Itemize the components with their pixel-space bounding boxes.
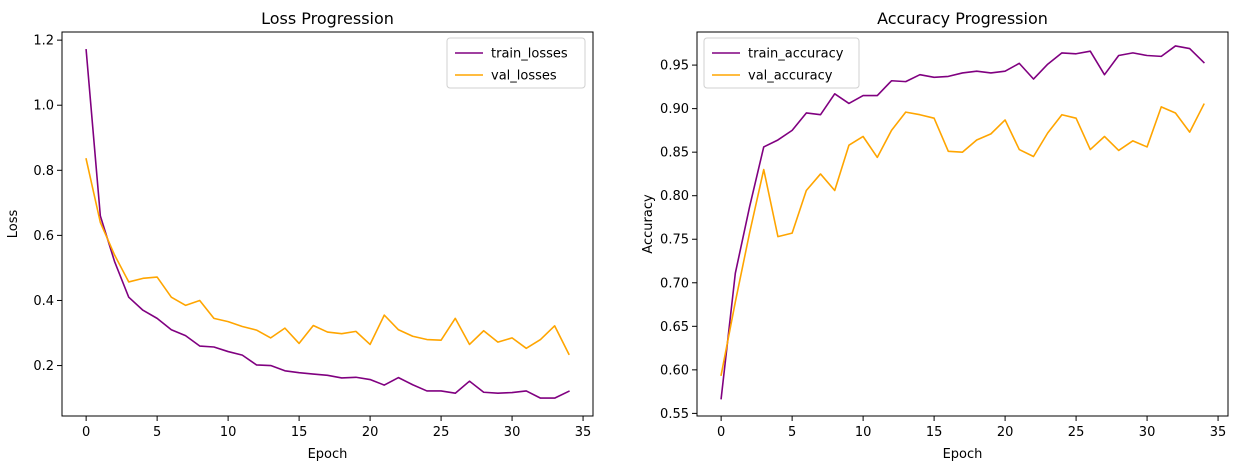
chart1-legend-label: val_accuracy	[748, 69, 833, 84]
chart1-series-line-val-accuracy	[720, 103, 1205, 377]
chart1-x-axis-label: Epoch	[943, 447, 983, 462]
chart0-title: Loss Progression	[261, 9, 394, 28]
chart1-plot-frame	[696, 31, 1229, 417]
chart1-y-tick-label: 0.95	[660, 59, 689, 74]
chart1-y-tick-label: 0.65	[660, 320, 689, 335]
chart1-x-tick-label: 30	[1139, 425, 1156, 440]
chart0-x-tick-label: 25	[433, 425, 450, 440]
chart1-y-axis-label: Accuracy	[641, 194, 656, 254]
chart0-x-tick-label: 0	[82, 425, 90, 440]
chart1-y-tick-label: 0.75	[660, 233, 689, 248]
chart1-x-tick-label: 15	[926, 425, 943, 440]
chart0-x-axis-label: Epoch	[308, 447, 348, 462]
chart1-legend-box	[703, 37, 860, 89]
loss-chart: Loss Progression Epoch Loss 0 5 10 15 20 25 30 35 0…	[6, 9, 594, 462]
chart1-title: Accuracy Progression	[877, 9, 1048, 28]
chart0-series-line-train-losses	[85, 49, 570, 399]
chart0-x-tick-label: 20	[362, 425, 379, 440]
chart1-x-tick-label: 25	[1068, 425, 1085, 440]
chart1-series-line-train-accuracy	[720, 45, 1205, 400]
chart0-y-tick-label: 0.2	[33, 359, 54, 374]
chart1-legend-label: train_accuracy	[748, 47, 844, 62]
chart1-x-tick-label: 0	[717, 425, 725, 440]
chart0-y-tick-label: 0.4	[33, 294, 54, 309]
chart0-y-tick-label: 1.0	[33, 99, 54, 114]
chart0-x-tick-label: 10	[220, 425, 237, 440]
chart0-x-tick-label: 30	[504, 425, 521, 440]
chart1-x-tick-label: 5	[788, 425, 796, 440]
chart0-x-tick-label: 15	[291, 425, 308, 440]
accuracy-chart: Accuracy Progression Epoch Accuracy 0 5 10 15 2…	[641, 9, 1229, 462]
chart1-y-tick-label: 0.60	[660, 363, 689, 378]
chart1-y-tick-label: 0.90	[660, 102, 689, 117]
chart0-plot-frame	[61, 31, 594, 417]
chart0-y-tick-label: 0.6	[33, 229, 54, 244]
chart1-y-tick-label: 0.70	[660, 276, 689, 291]
chart0-legend-label: train_losses	[491, 47, 568, 62]
chart1-x-tick-label: 10	[855, 425, 872, 440]
chart0-x-tick-label: 5	[153, 425, 161, 440]
chart1-y-tick-label: 0.55	[660, 407, 689, 422]
chart1-y-tick-label: 0.80	[660, 189, 689, 204]
chart0-legend-label: val_losses	[491, 69, 557, 84]
chart0-y-axis-label: Loss	[6, 210, 21, 239]
chart0-series-line-val-losses	[85, 157, 570, 356]
chart1-y-tick-label: 0.85	[660, 146, 689, 161]
chart1-x-tick-label: 20	[997, 425, 1014, 440]
chart0-y-tick-label: 0.8	[33, 164, 54, 179]
chart0-y-tick-label: 1.2	[33, 34, 54, 49]
chart0-x-tick-label: 35	[575, 425, 592, 440]
chart1-x-tick-label: 35	[1210, 425, 1227, 440]
